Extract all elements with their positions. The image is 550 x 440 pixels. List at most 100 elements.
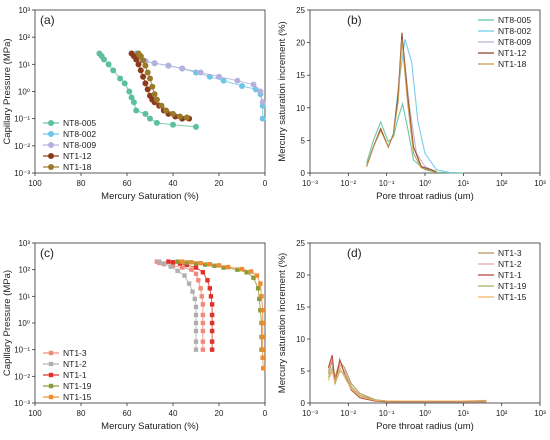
data-point <box>153 119 160 126</box>
legend-label: NT1-18 <box>63 162 92 172</box>
data-point <box>209 320 215 326</box>
x-tick-label: 10¹ <box>458 179 470 188</box>
legend-label: NT1-12 <box>498 48 527 58</box>
data-point <box>260 334 265 340</box>
data-point <box>137 67 144 74</box>
legend-marker <box>48 361 54 367</box>
data-point <box>179 65 186 72</box>
data-point <box>251 275 256 280</box>
data-point <box>203 262 208 267</box>
y-tick-label: 10¹ <box>18 292 30 301</box>
chart-panel: 100 80 60 40 20 0 10⁻³ 10⁻² 10⁻¹ 10⁰ 10¹ 10² 10³ Merc… <box>2 6 268 202</box>
x-axis-title: Mercury Saturation (%) <box>101 191 199 202</box>
x-tick-label: 80 <box>77 409 86 418</box>
x-tick-label: 10² <box>496 409 508 418</box>
panel-label: (a) <box>40 13 55 27</box>
data-point <box>258 308 263 313</box>
y-tick-label: 20 <box>296 271 305 280</box>
data-point <box>193 328 199 334</box>
legend-label: NT1-2 <box>498 259 522 269</box>
y-tick-label: 10⁻² <box>14 372 30 381</box>
data-point <box>183 114 190 121</box>
data-point <box>168 264 173 269</box>
data-point <box>197 69 204 76</box>
y-tick-label: 15 <box>296 303 305 312</box>
data-point <box>142 80 149 87</box>
series-line <box>366 39 437 173</box>
x-tick-label: 0 <box>263 409 268 418</box>
data-point <box>234 77 241 84</box>
legend-marker <box>48 164 54 170</box>
data-point <box>193 320 199 326</box>
x-tick-label: 10¹ <box>458 409 470 418</box>
legend-marker <box>48 153 54 159</box>
data-point <box>200 270 206 275</box>
y-tick-label: 10⁻² <box>14 142 30 151</box>
data-point <box>212 263 217 268</box>
data-point <box>151 60 158 67</box>
panel-label: (d) <box>347 246 362 260</box>
data-point <box>147 115 153 122</box>
x-tick-label: 60 <box>123 179 132 188</box>
x-tick-label: 100 <box>28 409 42 418</box>
x-tick-label: 10⁰ <box>419 179 431 188</box>
data-point <box>144 69 151 76</box>
data-point <box>200 347 206 352</box>
data-point <box>189 260 194 265</box>
legend-marker <box>48 120 54 126</box>
data-point <box>189 267 194 272</box>
chart-panel: 100 80 60 40 20 0 10⁻³ 10⁻² 10⁻¹ 10⁰ 10¹ 10² 10³ Merc… <box>2 239 268 432</box>
x-tick-label: 10⁻¹ <box>379 409 395 418</box>
y-tick-label: 10⁻¹ <box>14 115 30 124</box>
data-series <box>135 50 190 121</box>
series-line <box>159 261 197 350</box>
data-point <box>208 294 214 299</box>
data-point <box>157 259 162 264</box>
x-tick-label: 10⁻² <box>340 409 356 418</box>
data-point <box>235 267 240 272</box>
data-point <box>184 262 189 268</box>
data-series <box>157 259 199 352</box>
chart-panel: 10⁻³ 10⁻² 10⁻¹ 10⁰ 10¹ 10² 10³ 0 5 10 15 20 25 Pore t… <box>277 239 546 432</box>
data-point <box>209 312 215 318</box>
x-tick-label: 40 <box>169 409 178 418</box>
y-axis-title: Mercury saturation increment (%) <box>277 253 288 393</box>
data-point <box>196 278 201 283</box>
x-tick-label: 10⁻³ <box>302 409 318 418</box>
data-point <box>200 328 206 334</box>
legend-marker <box>48 383 54 389</box>
data-point <box>193 265 199 270</box>
data-point <box>205 278 210 283</box>
data-point <box>250 81 257 88</box>
data-point <box>199 294 204 299</box>
data-point <box>151 91 158 98</box>
y-tick-label: 15 <box>296 71 305 80</box>
x-tick-label: 20 <box>215 409 224 418</box>
data-point <box>198 260 203 266</box>
legend-marker <box>48 350 54 356</box>
data-point <box>180 265 185 270</box>
data-point <box>244 270 249 275</box>
y-tick-label: 25 <box>296 6 305 15</box>
data-point <box>200 302 206 307</box>
legend-label: NT1-3 <box>63 348 87 358</box>
data-point <box>258 281 263 286</box>
data-series <box>180 259 266 371</box>
data-point <box>193 123 199 130</box>
legend-marker <box>48 131 54 137</box>
legend-label: NT1-19 <box>498 281 527 291</box>
y-tick-label: 10⁰ <box>18 319 30 328</box>
data-point <box>207 262 212 267</box>
data-point <box>135 61 142 68</box>
data-point <box>142 110 149 117</box>
data-point <box>259 99 266 106</box>
legend-marker <box>48 372 54 378</box>
data-point <box>200 320 206 326</box>
data-point <box>170 110 176 117</box>
data-point <box>190 289 195 294</box>
data-point <box>209 347 215 352</box>
data-point <box>105 61 112 68</box>
